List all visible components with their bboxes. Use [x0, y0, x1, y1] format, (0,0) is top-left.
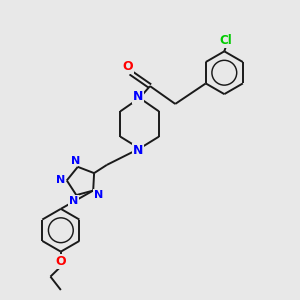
- Text: N: N: [56, 175, 65, 185]
- Text: O: O: [56, 255, 66, 268]
- Text: N: N: [71, 155, 81, 166]
- Text: O: O: [122, 60, 133, 73]
- Text: Cl: Cl: [219, 34, 232, 47]
- Text: N: N: [69, 196, 79, 206]
- Text: N: N: [133, 90, 143, 103]
- Text: N: N: [133, 143, 143, 157]
- Text: N: N: [94, 190, 103, 200]
